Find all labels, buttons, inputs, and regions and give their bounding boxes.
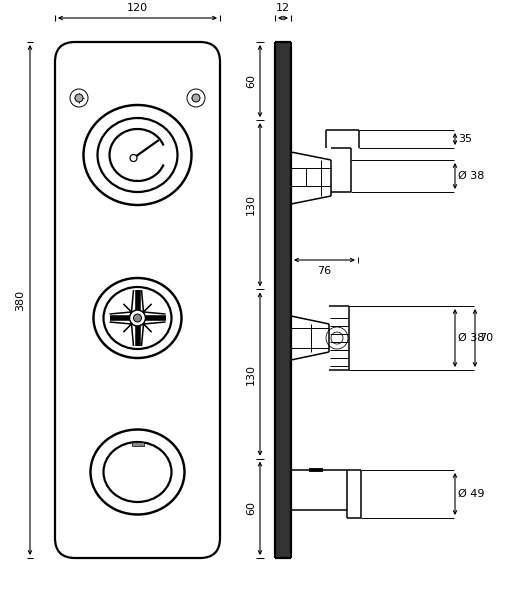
Text: Ø 38: Ø 38 xyxy=(458,333,484,343)
Ellipse shape xyxy=(84,105,192,205)
Circle shape xyxy=(130,310,145,326)
FancyBboxPatch shape xyxy=(55,42,220,558)
Circle shape xyxy=(192,94,200,102)
Text: Ø 38: Ø 38 xyxy=(458,171,484,181)
Circle shape xyxy=(75,94,83,102)
Circle shape xyxy=(130,154,137,161)
Circle shape xyxy=(187,89,205,107)
Ellipse shape xyxy=(90,430,184,514)
Text: Ø 49: Ø 49 xyxy=(458,489,485,499)
Text: 60: 60 xyxy=(246,74,256,88)
Ellipse shape xyxy=(103,287,171,349)
Bar xyxy=(275,42,291,558)
Ellipse shape xyxy=(98,118,177,192)
Text: 60: 60 xyxy=(246,502,256,515)
Text: 380: 380 xyxy=(15,289,25,311)
Bar xyxy=(131,442,143,446)
Text: 130: 130 xyxy=(246,364,256,385)
Ellipse shape xyxy=(103,442,171,502)
Text: 76: 76 xyxy=(318,266,332,276)
Text: 120: 120 xyxy=(127,3,148,13)
Text: 130: 130 xyxy=(246,194,256,215)
Circle shape xyxy=(70,89,88,107)
Text: 12: 12 xyxy=(276,3,290,13)
Text: 35: 35 xyxy=(458,134,472,144)
Ellipse shape xyxy=(93,278,182,358)
Text: 70: 70 xyxy=(479,333,493,343)
Circle shape xyxy=(133,314,142,322)
